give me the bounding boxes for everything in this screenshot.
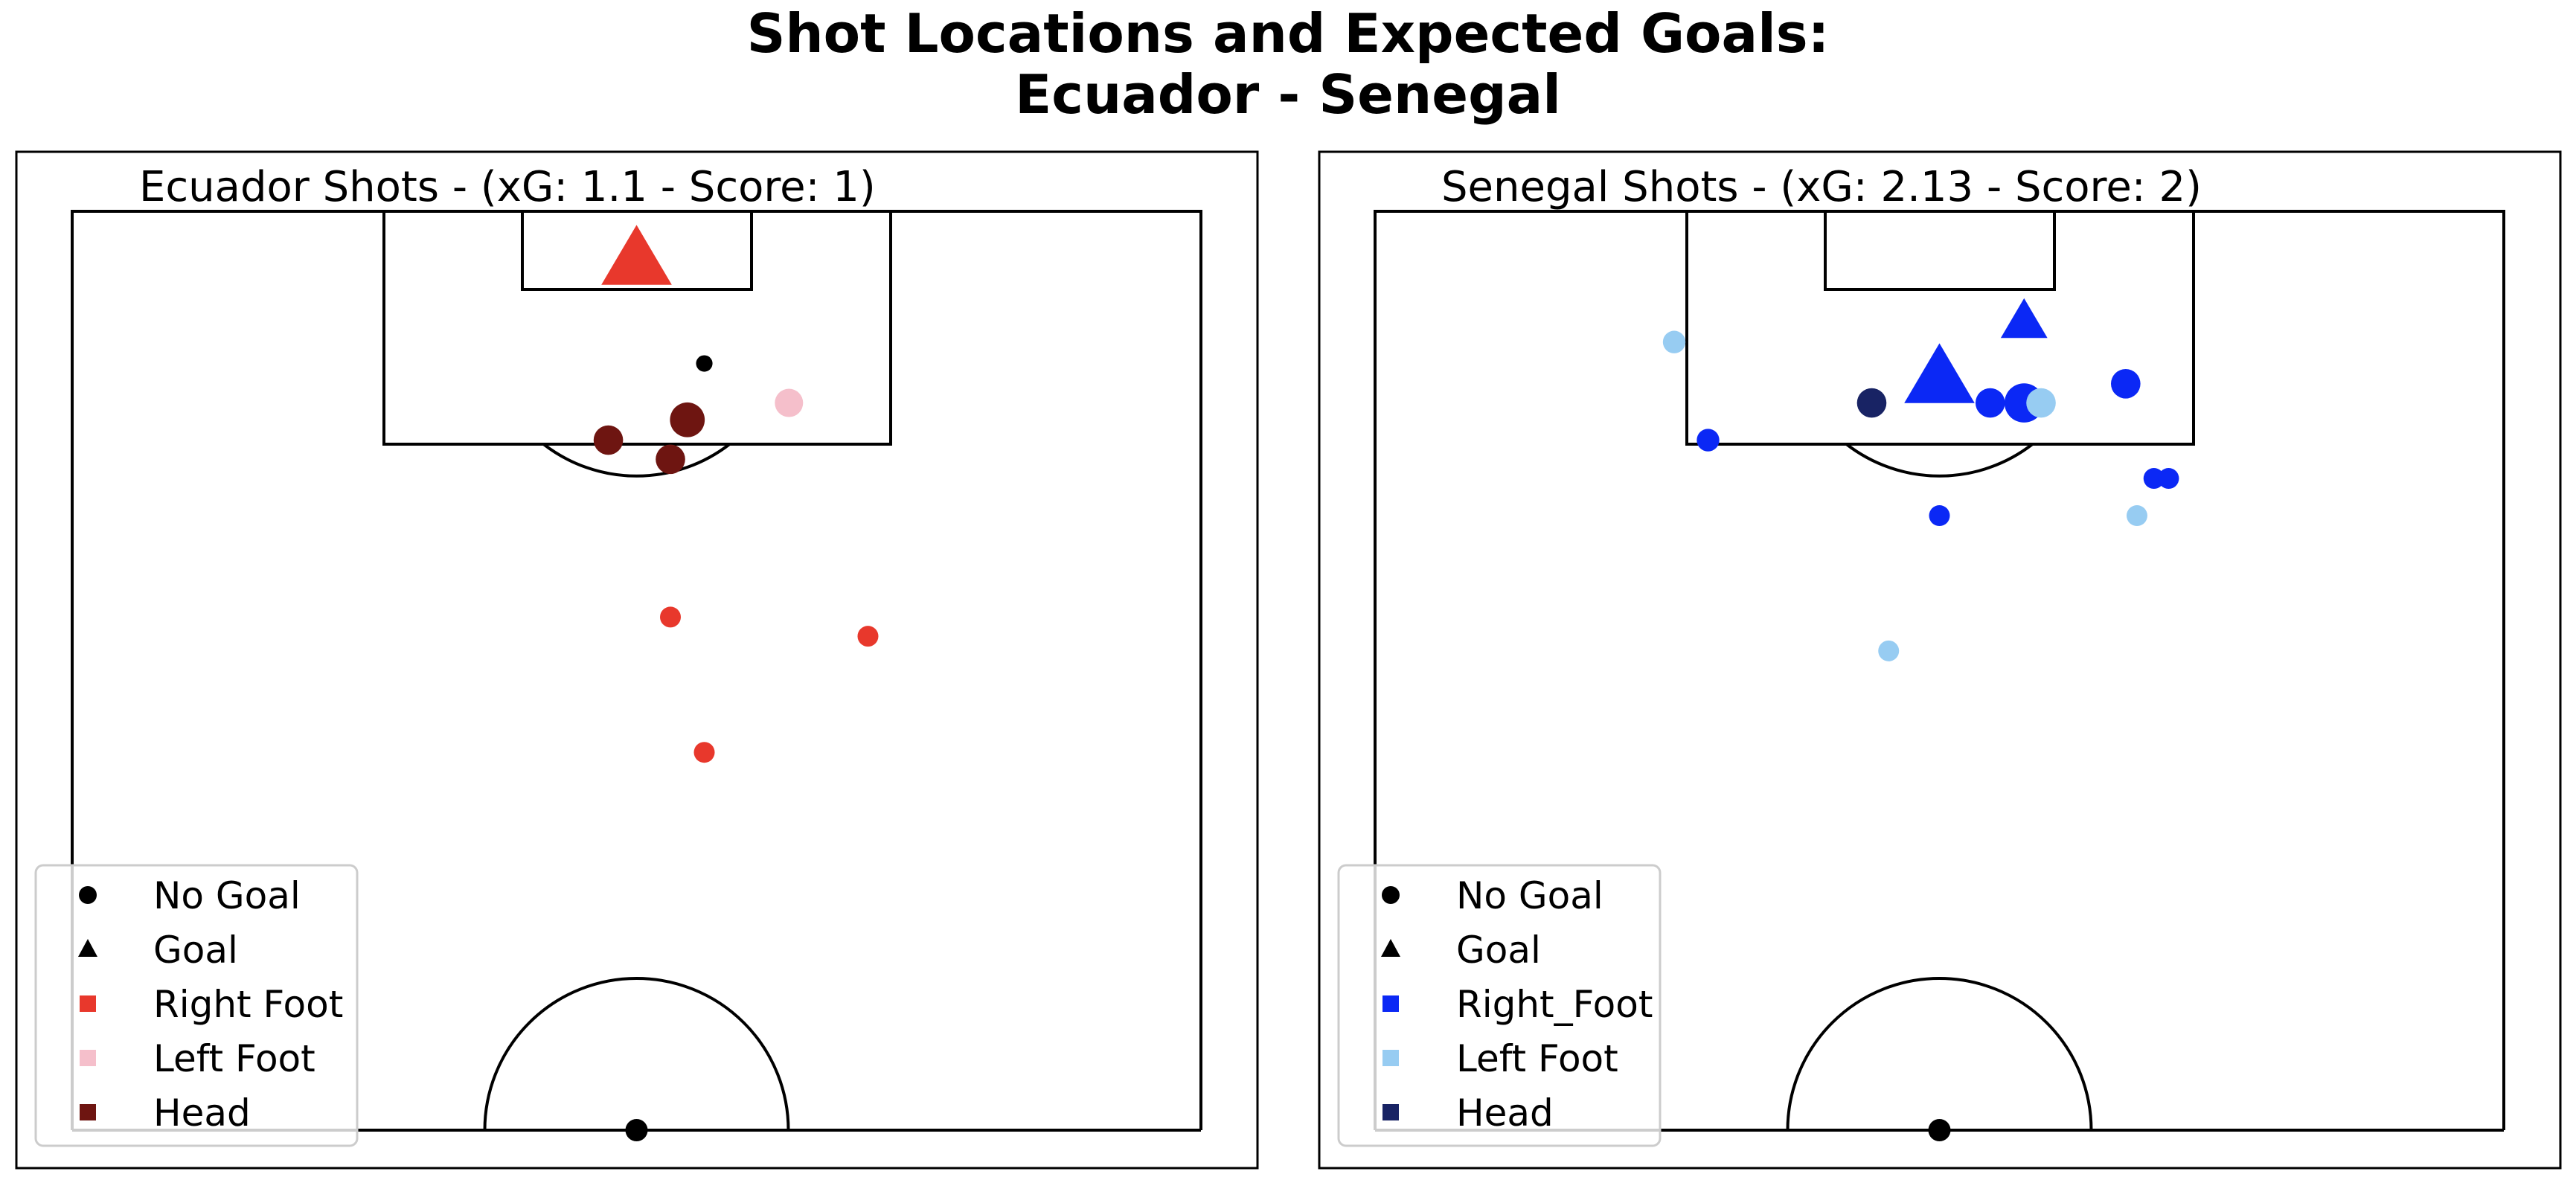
senegal-legend-1-label: Goal <box>1456 929 1541 972</box>
senegal-penalty-arc <box>1845 443 2034 478</box>
ecuador-centre-circle <box>483 977 790 1131</box>
ecuador-legend-0-label: No Goal <box>153 874 301 917</box>
ecuador-shot-3-marker <box>670 402 705 437</box>
ecuador-shot-4-marker <box>593 425 624 455</box>
ecuador-shot-8-marker <box>693 742 715 763</box>
senegal-shot-11-marker <box>1929 505 1950 527</box>
senegal-shot-1-goal-marker <box>2000 298 2048 339</box>
senegal-shot-2-goal-marker <box>1904 343 1975 403</box>
senegal-legend: No Goal Goal Right_Foot Left Foot Head <box>1337 864 1662 1147</box>
senegal-shot-6-marker <box>2026 388 2056 418</box>
ecuador-legend-0-circle-icon <box>79 886 97 904</box>
ecuador-shot-7-marker <box>857 626 879 647</box>
ecuador-centre-spot <box>625 1119 648 1141</box>
ecuador-shot-0-goal-marker <box>601 225 672 285</box>
senegal-axes-frame <box>1318 150 2562 1170</box>
figure-title-line2: Ecuador - Senegal <box>1015 63 1561 126</box>
figure-title-line1: Shot Locations and Expected Goals: <box>747 2 1830 65</box>
senegal-legend-box <box>1337 864 1662 1147</box>
ecuador-shot-6-marker <box>660 606 682 628</box>
ecuador-axes-frame <box>15 150 1259 1170</box>
senegal-shot-3-marker <box>1856 388 1887 418</box>
ecuador-shot-map: Ecuador Shots - (xG: 1.1 - Score: 1) No … <box>15 150 1259 1170</box>
senegal-panel-title: Senegal Shots - (xG: 2.13 - Score: 2) <box>1441 163 2202 211</box>
senegal-shot-4-marker <box>1975 388 2005 418</box>
ecuador-legend-2-label: Right Foot <box>153 983 343 1026</box>
senegal-legend-2-label: Right_Foot <box>1456 983 1653 1026</box>
senegal-shot-9-marker <box>2143 468 2165 490</box>
senegal-centre-circle <box>1786 977 2093 1131</box>
ecuador-shot-markers <box>593 225 879 763</box>
ecuador-legend-box <box>34 864 359 1147</box>
senegal-shot-10-marker <box>2158 468 2179 490</box>
ecuador-legend-1-label: Goal <box>153 929 238 972</box>
senegal-centre-spot <box>1928 1119 1951 1141</box>
senegal-legend-2-square-icon <box>1382 995 1399 1012</box>
ecuador-legend: No Goal Goal Right Foot Left Foot Head <box>34 864 359 1147</box>
ecuador-six-yard-box <box>521 210 753 291</box>
ecuador-shot-1-marker <box>696 355 713 372</box>
senegal-shot-7-marker <box>2110 368 2141 399</box>
senegal-shot-markers <box>1662 298 2179 661</box>
ecuador-legend-2-square-icon <box>80 995 96 1012</box>
senegal-shot-12-marker <box>2126 505 2147 527</box>
ecuador-legend-3-label: Left Foot <box>153 1037 315 1080</box>
ecuador-legend-4-square-icon <box>80 1104 96 1120</box>
ecuador-panel-title: Ecuador Shots - (xG: 1.1 - Score: 1) <box>139 163 876 211</box>
ecuador-legend-4-label: Head <box>153 1091 251 1135</box>
senegal-legend-3-square-icon <box>1382 1050 1399 1066</box>
senegal-legend-0-label: No Goal <box>1456 874 1603 917</box>
senegal-legend-4-label: Head <box>1456 1091 1554 1135</box>
ecuador-pitch <box>71 210 1202 1141</box>
ecuador-penalty-arc <box>542 443 731 478</box>
senegal-legend-1-triangle-icon <box>1381 939 1400 957</box>
senegal-shot-0-marker <box>1662 330 1686 353</box>
senegal-legend-4-square-icon <box>1382 1104 1399 1120</box>
ecuador-legend-3-square-icon <box>80 1050 96 1066</box>
senegal-shot-map: Senegal Shots - (xG: 2.13 - Score: 2) No… <box>1318 150 2562 1170</box>
ecuador-shot-2-marker <box>775 388 804 417</box>
ecuador-shot-5-marker <box>656 444 685 475</box>
senegal-shot-13-marker <box>1878 640 1900 661</box>
ecuador-legend-1-triangle-icon <box>78 939 97 957</box>
senegal-legend-3-label: Left Foot <box>1456 1037 1618 1080</box>
senegal-legend-0-circle-icon <box>1382 886 1400 904</box>
senegal-shot-8-marker <box>1696 429 1720 452</box>
senegal-six-yard-box <box>1824 210 2056 291</box>
